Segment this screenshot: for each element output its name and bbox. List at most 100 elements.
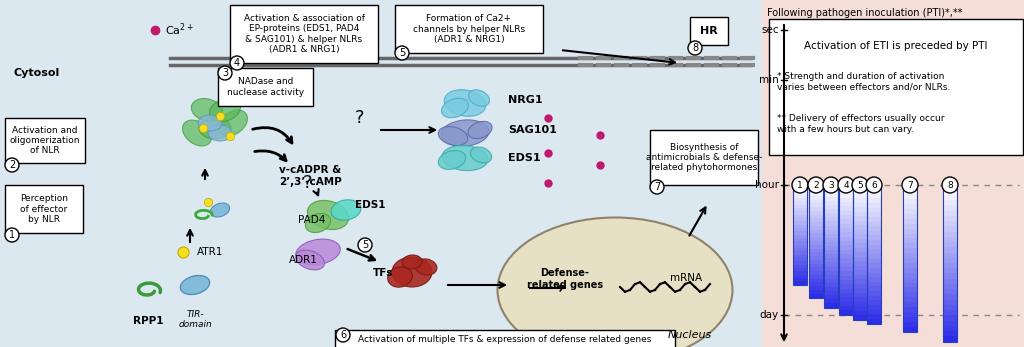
Bar (793, 258, 807, 262)
Bar (867, 185, 881, 189)
Text: ADR1: ADR1 (289, 255, 317, 265)
Bar (867, 240, 881, 245)
Bar (839, 219, 853, 224)
Bar (943, 310, 957, 316)
Bar (824, 234, 838, 238)
Bar (943, 200, 957, 206)
Ellipse shape (198, 115, 222, 131)
Bar (853, 229, 867, 235)
Text: 7: 7 (654, 182, 660, 192)
Bar (903, 204, 918, 210)
Bar (943, 185, 957, 190)
Bar (943, 326, 957, 331)
Bar (853, 252, 867, 257)
Text: 5: 5 (361, 240, 368, 250)
Bar (809, 286, 823, 290)
Bar (809, 241, 823, 245)
Text: Activation & association of
EP-proteins (EDS1, PAD4
& SAG101) & helper NLRs
(ADR: Activation & association of EP-proteins … (244, 14, 365, 54)
Bar (839, 302, 853, 306)
Bar (839, 215, 853, 220)
Bar (809, 192, 823, 196)
Bar (853, 194, 867, 198)
Bar (824, 185, 838, 308)
Bar (809, 230, 823, 234)
Bar (867, 185, 881, 324)
Bar (943, 216, 957, 222)
Bar (903, 214, 918, 219)
Bar (943, 247, 957, 253)
Bar (839, 254, 853, 259)
Ellipse shape (180, 276, 210, 295)
Ellipse shape (331, 200, 360, 220)
FancyBboxPatch shape (395, 5, 543, 53)
Bar (793, 214, 807, 218)
Bar (793, 251, 807, 255)
Bar (762, 0, 1024, 347)
Bar (943, 195, 957, 201)
Bar (853, 207, 867, 212)
Bar (839, 189, 853, 194)
Bar (943, 321, 957, 326)
Bar (853, 234, 867, 239)
Bar (824, 266, 838, 271)
Bar (809, 271, 823, 276)
Circle shape (230, 56, 244, 70)
Ellipse shape (415, 259, 437, 275)
Circle shape (688, 41, 702, 55)
Text: RPP1: RPP1 (133, 316, 163, 326)
Text: 7: 7 (907, 180, 912, 189)
Bar (824, 275, 838, 279)
Bar (824, 303, 838, 308)
Text: 4: 4 (233, 58, 240, 68)
Bar (809, 260, 823, 264)
Bar (853, 288, 867, 293)
Text: Activation and
oligomerization
of NLR: Activation and oligomerization of NLR (10, 126, 80, 155)
Text: Nucleus: Nucleus (668, 330, 712, 340)
Bar (793, 245, 807, 248)
Bar (839, 197, 853, 202)
Bar (867, 286, 881, 291)
Bar (809, 203, 823, 208)
Bar (943, 273, 957, 279)
Circle shape (852, 177, 868, 193)
Bar (793, 204, 807, 208)
Bar (824, 185, 838, 189)
Bar (839, 306, 853, 311)
Bar (867, 222, 881, 227)
Bar (809, 245, 823, 249)
Bar (853, 297, 867, 302)
Bar (839, 262, 853, 267)
Bar (824, 213, 838, 218)
Text: Activation of ETI is preceded by PTI: Activation of ETI is preceded by PTI (804, 41, 988, 51)
Bar (943, 221, 957, 227)
Ellipse shape (441, 120, 488, 146)
Bar (903, 248, 918, 254)
Bar (793, 211, 807, 215)
Ellipse shape (438, 126, 468, 145)
Text: Cytosol: Cytosol (14, 68, 60, 78)
Bar (809, 200, 823, 204)
Text: 1: 1 (9, 230, 15, 240)
Bar (853, 306, 867, 311)
Bar (867, 226, 881, 231)
Ellipse shape (210, 203, 229, 217)
Bar (943, 258, 957, 263)
Bar (824, 201, 838, 205)
FancyBboxPatch shape (335, 330, 675, 347)
Bar (809, 222, 823, 227)
Bar (853, 261, 867, 266)
Bar (943, 294, 957, 300)
Bar (867, 301, 881, 305)
Bar (903, 317, 918, 322)
Circle shape (942, 177, 958, 193)
Text: Ca$^{2+}$: Ca$^{2+}$ (165, 22, 194, 38)
Bar (809, 294, 823, 298)
Bar (867, 259, 881, 264)
Bar (943, 253, 957, 258)
Ellipse shape (498, 218, 732, 347)
Bar (943, 242, 957, 248)
Bar (839, 245, 853, 250)
Text: 6: 6 (340, 330, 346, 340)
Text: * Strength and duration of activation
varies between effectors and/or NLRs.: * Strength and duration of activation va… (777, 72, 950, 92)
Bar (824, 283, 838, 288)
